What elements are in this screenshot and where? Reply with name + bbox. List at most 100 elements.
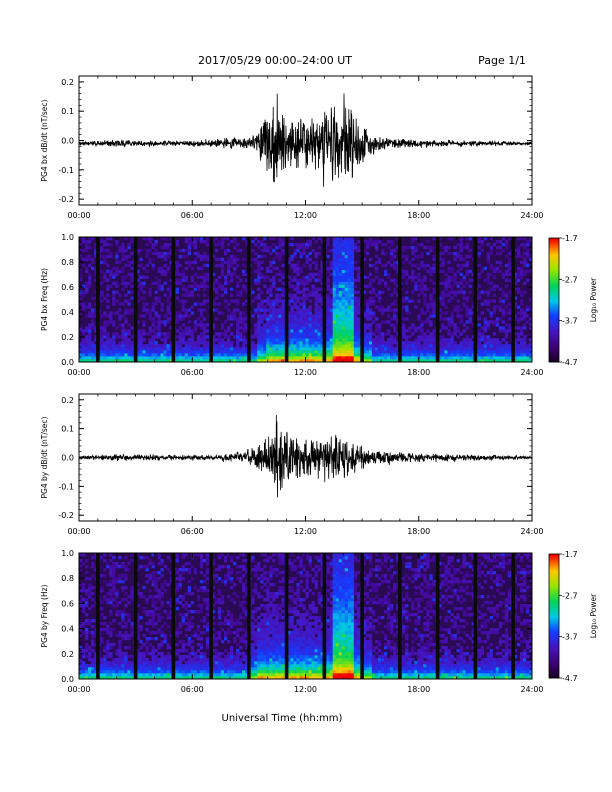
spectrogram-cell xyxy=(145,640,149,644)
spectrogram-cell xyxy=(350,329,355,333)
spectrogram-cell xyxy=(528,356,533,360)
spectrogram-cell xyxy=(187,332,192,336)
spectrogram-cell xyxy=(112,350,116,354)
spectrogram-cell xyxy=(296,296,300,300)
spectrogram-cell xyxy=(85,613,89,617)
spectrogram-cell xyxy=(91,323,95,327)
spectrogram-cell xyxy=(417,254,421,259)
spectrogram-cell xyxy=(127,272,131,276)
spectrogram-cell xyxy=(127,341,131,345)
spectrogram-cell xyxy=(368,290,373,294)
spectrogram-cell xyxy=(411,359,415,363)
spectrogram-cell xyxy=(450,332,454,336)
spectrogram-cell xyxy=(368,257,373,262)
spectrogram-cell xyxy=(148,260,152,265)
spectrogram-cell xyxy=(350,353,355,357)
spectrogram-cell xyxy=(338,350,343,354)
spectrogram-cell xyxy=(220,338,225,342)
spectrogram-cell xyxy=(142,556,146,560)
spectrogram-cell xyxy=(242,335,246,339)
spectrogram-cell xyxy=(278,269,282,274)
spectrogram-cell xyxy=(190,622,195,626)
spectrogram-cell xyxy=(462,278,466,282)
spectrogram-cell xyxy=(522,359,527,363)
spectrogram-cell xyxy=(368,335,373,339)
spectrogram-cell xyxy=(88,281,92,285)
spectrogram-cell xyxy=(326,341,330,345)
spectrogram-cell xyxy=(341,257,346,262)
spectrogram-cell xyxy=(100,290,104,294)
spectrogram-cell xyxy=(202,302,207,306)
spectrogram-cell xyxy=(314,254,318,259)
spectrogram-cell xyxy=(157,670,161,674)
spectrogram-cell xyxy=(371,263,376,268)
spectrogram-cell xyxy=(519,338,524,342)
spectrogram-cell xyxy=(320,237,324,241)
spectrogram-cell xyxy=(202,263,207,268)
spectrogram-cell xyxy=(100,260,104,265)
spectrogram-cell xyxy=(169,359,173,363)
spectrogram-cell xyxy=(293,356,297,360)
spectrogram-cell xyxy=(251,347,255,351)
spectrogram-cell xyxy=(121,323,125,327)
spectrogram-cell xyxy=(462,329,466,333)
spectrogram-cell xyxy=(190,305,195,309)
spectrogram-cell xyxy=(91,676,95,680)
spectrogram-cell xyxy=(362,347,367,351)
spectrogram-cell xyxy=(287,356,291,360)
spectrogram-cell xyxy=(528,299,533,303)
spectrogram-cell xyxy=(106,356,110,360)
spectrogram-cell xyxy=(190,278,195,282)
spectrogram-cell xyxy=(486,308,491,312)
spectrogram-cell xyxy=(94,553,98,557)
spectrogram-cell xyxy=(471,356,475,360)
spectrogram-cell xyxy=(498,239,503,244)
spectrogram-cell xyxy=(353,335,358,339)
spectrogram-cell xyxy=(302,317,306,321)
spectrogram-cell xyxy=(121,341,125,345)
spectrogram-cell xyxy=(447,338,451,342)
spectrogram-cell xyxy=(112,335,116,339)
spectrogram-cell xyxy=(356,272,361,276)
spectrogram-cell xyxy=(350,242,355,247)
spectrogram-cell xyxy=(516,290,521,294)
spectrogram-cell xyxy=(314,335,318,339)
spectrogram-cell xyxy=(329,311,333,315)
spectrogram-cell xyxy=(480,353,484,357)
spectrogram-cell xyxy=(130,359,134,363)
spectrogram-cell xyxy=(109,598,113,602)
spectrogram-cell xyxy=(522,245,527,250)
spectrogram-cell xyxy=(184,616,189,620)
spectrogram-cell xyxy=(169,284,173,288)
spectrogram-cell xyxy=(236,338,240,342)
spectrogram-cell xyxy=(115,266,119,271)
spectrogram-cell xyxy=(308,242,312,247)
spectrogram-cell xyxy=(211,323,216,327)
spectrogram-cell xyxy=(109,610,113,614)
spectrogram-cell xyxy=(522,269,527,274)
spectrogram-cell xyxy=(314,263,318,268)
spectrogram-cell xyxy=(356,347,361,351)
spectrogram-cell xyxy=(356,248,361,253)
spectrogram-cell xyxy=(205,356,210,360)
spectrogram-cell xyxy=(353,284,358,288)
spectrogram-cell xyxy=(106,305,110,309)
spectrogram-cell xyxy=(269,293,273,297)
spectrogram-cell xyxy=(85,239,89,244)
spectrogram-cell xyxy=(320,329,324,333)
spectrogram-cell xyxy=(356,335,361,339)
spectrogram-cell xyxy=(519,353,524,357)
spectrogram-cell xyxy=(260,305,264,309)
spectrogram-cell xyxy=(429,341,433,345)
spectrogram-cell xyxy=(257,311,261,315)
spectrogram-cell xyxy=(341,269,346,274)
spectrogram-cell xyxy=(326,269,330,274)
spectrogram-cell xyxy=(181,302,185,306)
spectrogram-cell xyxy=(296,326,300,330)
spectrogram-cell xyxy=(233,350,237,354)
spectrogram-cell xyxy=(444,245,448,250)
spectrogram-cell xyxy=(127,670,131,674)
spectrogram-cell xyxy=(187,245,192,250)
spectrogram-cell xyxy=(296,359,300,363)
spectrogram-cell xyxy=(106,670,110,674)
